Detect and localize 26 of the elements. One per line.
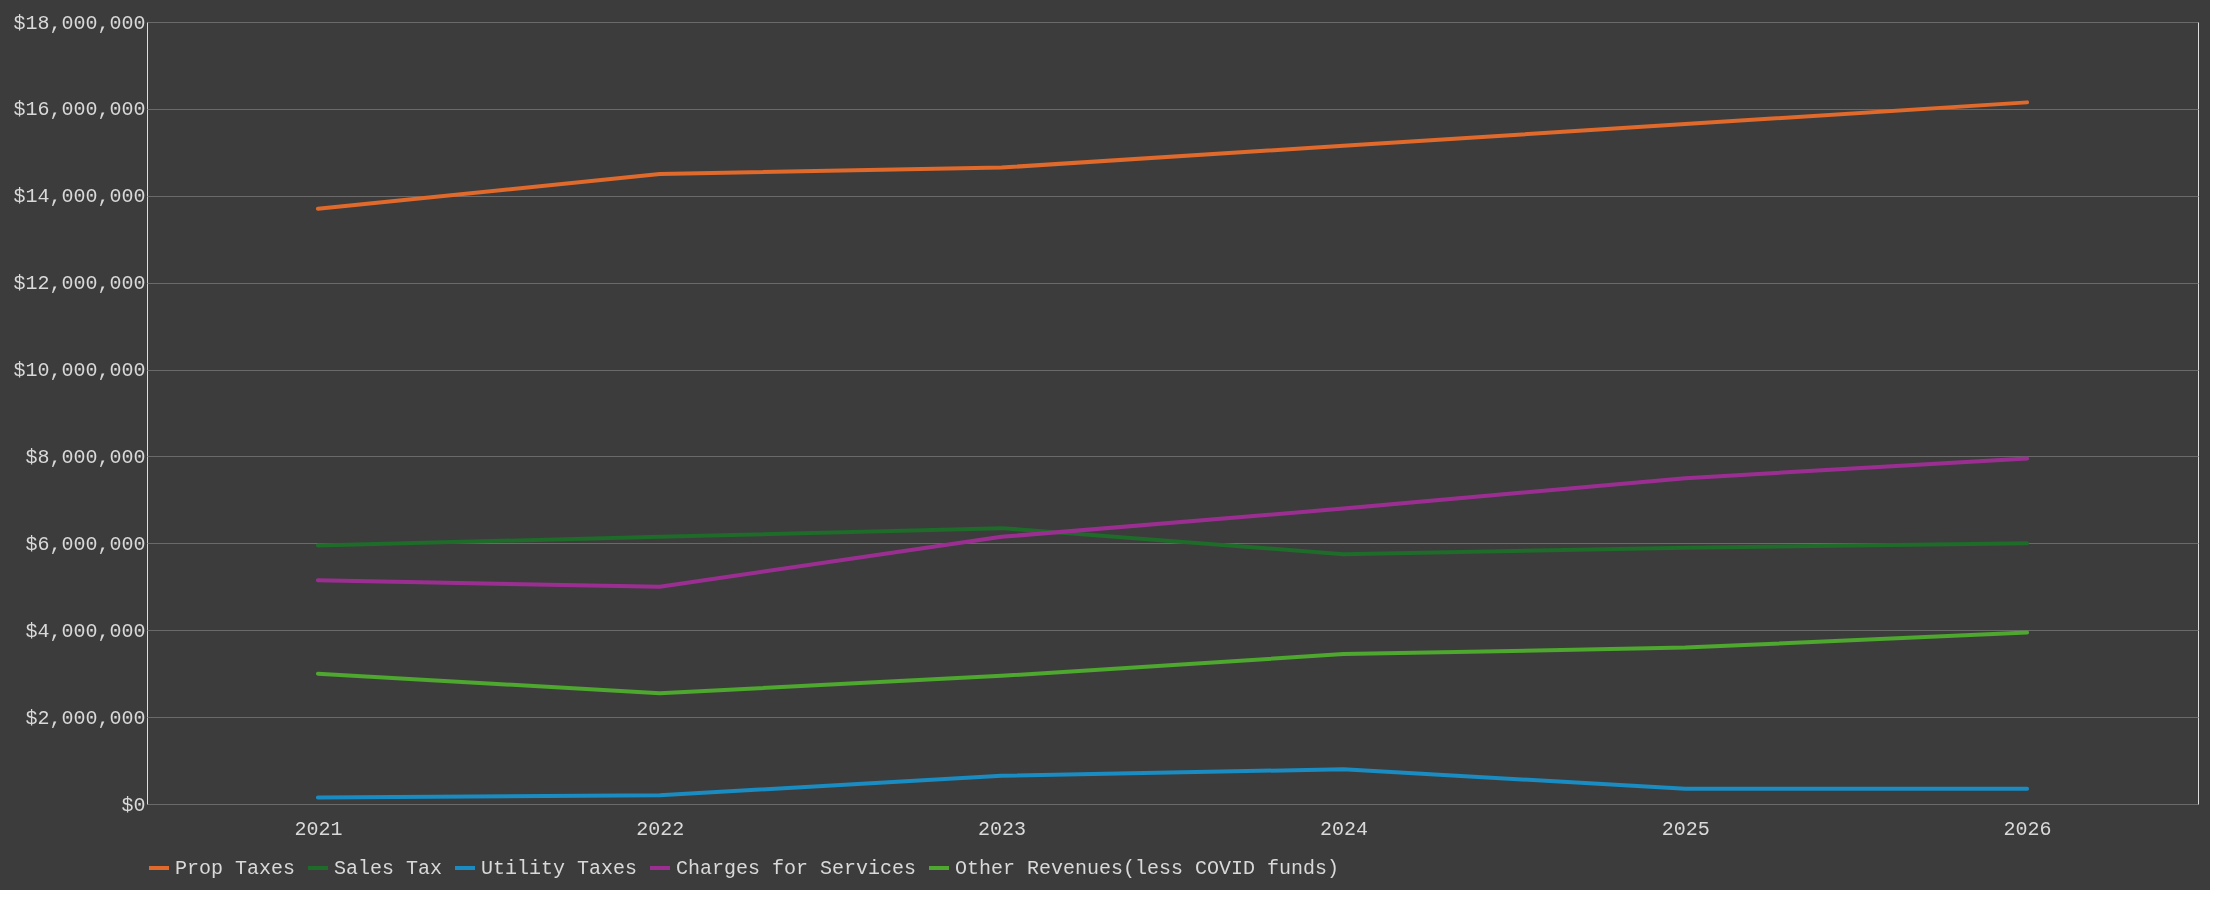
y-tick-label: $18,000,000	[13, 11, 146, 35]
y-tick-label: $16,000,000	[13, 98, 146, 122]
legend-label: Prop Taxes	[175, 857, 296, 880]
x-tick-label: 2026	[2003, 817, 2052, 841]
y-tick-label: $12,000,000	[13, 272, 146, 296]
line-series	[315, 630, 2030, 696]
line-series	[315, 526, 2030, 557]
x-tick-label: 2023	[978, 817, 1027, 841]
line-series	[315, 456, 2030, 589]
x-tick-label: 2021	[294, 817, 343, 841]
y-tick-label: $2,000,000	[25, 706, 146, 730]
y-tick-label: $14,000,000	[13, 185, 146, 209]
legend-label: Utility Taxes	[481, 857, 638, 880]
y-tick-label: $0	[121, 793, 146, 817]
legend-label: Other Revenues(less COVID funds)	[955, 857, 1340, 880]
y-tick-label: $10,000,000	[13, 359, 146, 383]
legend-label: Sales Tax	[334, 857, 443, 880]
x-tick-label: 2025	[1661, 817, 1710, 841]
x-tick-label: 2022	[636, 817, 685, 841]
y-tick-label: $6,000,000	[25, 532, 146, 556]
line-series	[315, 100, 2030, 211]
legend-label: Charges for Services	[676, 857, 917, 880]
line-series	[315, 767, 2030, 800]
y-tick-label: $4,000,000	[25, 619, 146, 643]
y-tick-label: $8,000,000	[25, 445, 146, 469]
x-tick-label: 2024	[1319, 817, 1368, 841]
